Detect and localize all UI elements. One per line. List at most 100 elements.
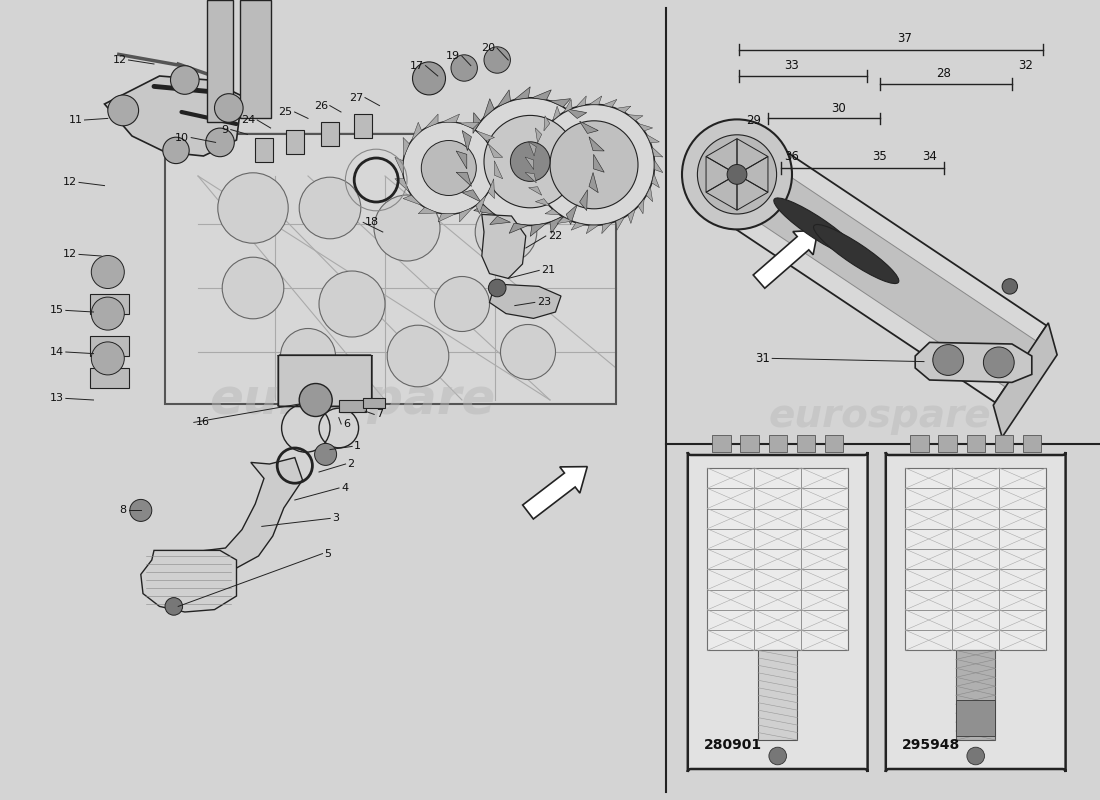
Polygon shape bbox=[509, 223, 528, 234]
Bar bbox=[286, 130, 304, 154]
Text: 2: 2 bbox=[348, 459, 354, 469]
Text: 18: 18 bbox=[365, 218, 380, 227]
Polygon shape bbox=[638, 198, 645, 214]
Circle shape bbox=[682, 119, 792, 230]
Polygon shape bbox=[403, 138, 409, 158]
Text: 19: 19 bbox=[446, 51, 460, 61]
Circle shape bbox=[170, 66, 199, 94]
Polygon shape bbox=[488, 144, 503, 158]
Circle shape bbox=[534, 104, 654, 226]
Text: 34: 34 bbox=[922, 150, 937, 163]
Circle shape bbox=[222, 258, 284, 318]
Text: 5: 5 bbox=[324, 549, 331, 558]
Circle shape bbox=[280, 329, 336, 383]
Ellipse shape bbox=[773, 198, 859, 257]
Polygon shape bbox=[712, 136, 1046, 402]
Polygon shape bbox=[647, 186, 652, 202]
Circle shape bbox=[550, 121, 638, 209]
Circle shape bbox=[165, 598, 183, 615]
Bar bbox=[994, 435, 1013, 452]
Polygon shape bbox=[594, 154, 604, 172]
Text: 12: 12 bbox=[112, 55, 126, 65]
Circle shape bbox=[412, 62, 446, 95]
Text: 37: 37 bbox=[896, 32, 912, 45]
Bar bbox=[90, 294, 129, 314]
Circle shape bbox=[319, 271, 385, 337]
Polygon shape bbox=[543, 116, 550, 131]
Circle shape bbox=[484, 115, 576, 208]
Circle shape bbox=[727, 165, 747, 184]
Polygon shape bbox=[474, 205, 494, 214]
Polygon shape bbox=[550, 216, 563, 234]
Circle shape bbox=[451, 54, 477, 82]
Text: eurospare: eurospare bbox=[769, 397, 991, 435]
Polygon shape bbox=[588, 173, 598, 193]
Bar bbox=[967, 435, 984, 452]
Polygon shape bbox=[460, 122, 480, 129]
Text: 12: 12 bbox=[63, 178, 77, 187]
Text: 28: 28 bbox=[936, 67, 952, 80]
Bar bbox=[90, 336, 129, 356]
Text: 25: 25 bbox=[278, 107, 293, 117]
Polygon shape bbox=[616, 106, 631, 113]
Circle shape bbox=[299, 383, 332, 417]
Polygon shape bbox=[462, 130, 472, 150]
Circle shape bbox=[967, 747, 984, 765]
Polygon shape bbox=[566, 205, 578, 225]
Polygon shape bbox=[418, 207, 438, 214]
Circle shape bbox=[206, 128, 234, 157]
Bar bbox=[956, 700, 996, 735]
Text: 15: 15 bbox=[50, 306, 64, 315]
Polygon shape bbox=[552, 106, 560, 121]
Polygon shape bbox=[462, 190, 481, 202]
Bar bbox=[796, 435, 815, 452]
Polygon shape bbox=[456, 151, 466, 169]
Bar bbox=[207, 0, 233, 122]
Circle shape bbox=[374, 195, 440, 261]
Text: 295948: 295948 bbox=[902, 738, 960, 752]
Polygon shape bbox=[525, 173, 537, 183]
Polygon shape bbox=[497, 90, 510, 107]
Bar bbox=[905, 468, 1046, 650]
Text: 31: 31 bbox=[755, 352, 770, 365]
Polygon shape bbox=[550, 98, 571, 107]
Text: 17: 17 bbox=[409, 61, 424, 70]
Polygon shape bbox=[544, 209, 560, 215]
Polygon shape bbox=[571, 222, 585, 230]
Circle shape bbox=[488, 279, 506, 297]
Polygon shape bbox=[483, 98, 494, 118]
Polygon shape bbox=[603, 99, 617, 107]
Polygon shape bbox=[476, 130, 495, 141]
Polygon shape bbox=[490, 216, 510, 225]
Text: 10: 10 bbox=[175, 133, 189, 142]
Polygon shape bbox=[163, 458, 302, 576]
Polygon shape bbox=[476, 195, 486, 214]
Circle shape bbox=[475, 202, 537, 262]
Text: 23: 23 bbox=[537, 298, 551, 307]
Bar bbox=[90, 368, 129, 388]
Bar bbox=[825, 435, 844, 452]
Polygon shape bbox=[441, 114, 460, 122]
Circle shape bbox=[163, 137, 189, 164]
Bar bbox=[1023, 435, 1042, 452]
Text: 26: 26 bbox=[314, 101, 328, 110]
Text: 1: 1 bbox=[354, 442, 361, 451]
Bar bbox=[240, 0, 271, 118]
Text: 11: 11 bbox=[68, 115, 82, 125]
Circle shape bbox=[214, 94, 243, 122]
Bar bbox=[339, 400, 366, 412]
Circle shape bbox=[130, 499, 152, 522]
Polygon shape bbox=[580, 122, 598, 134]
Text: 280901: 280901 bbox=[704, 738, 762, 752]
Bar bbox=[758, 650, 798, 740]
Text: 12: 12 bbox=[63, 250, 77, 259]
Polygon shape bbox=[529, 186, 541, 195]
Polygon shape bbox=[616, 217, 625, 230]
Text: 3: 3 bbox=[332, 514, 339, 523]
Ellipse shape bbox=[814, 225, 899, 283]
Text: 32: 32 bbox=[1018, 59, 1033, 72]
Circle shape bbox=[983, 347, 1014, 378]
Polygon shape bbox=[395, 178, 409, 192]
Polygon shape bbox=[563, 99, 572, 113]
Text: 16: 16 bbox=[196, 418, 210, 427]
